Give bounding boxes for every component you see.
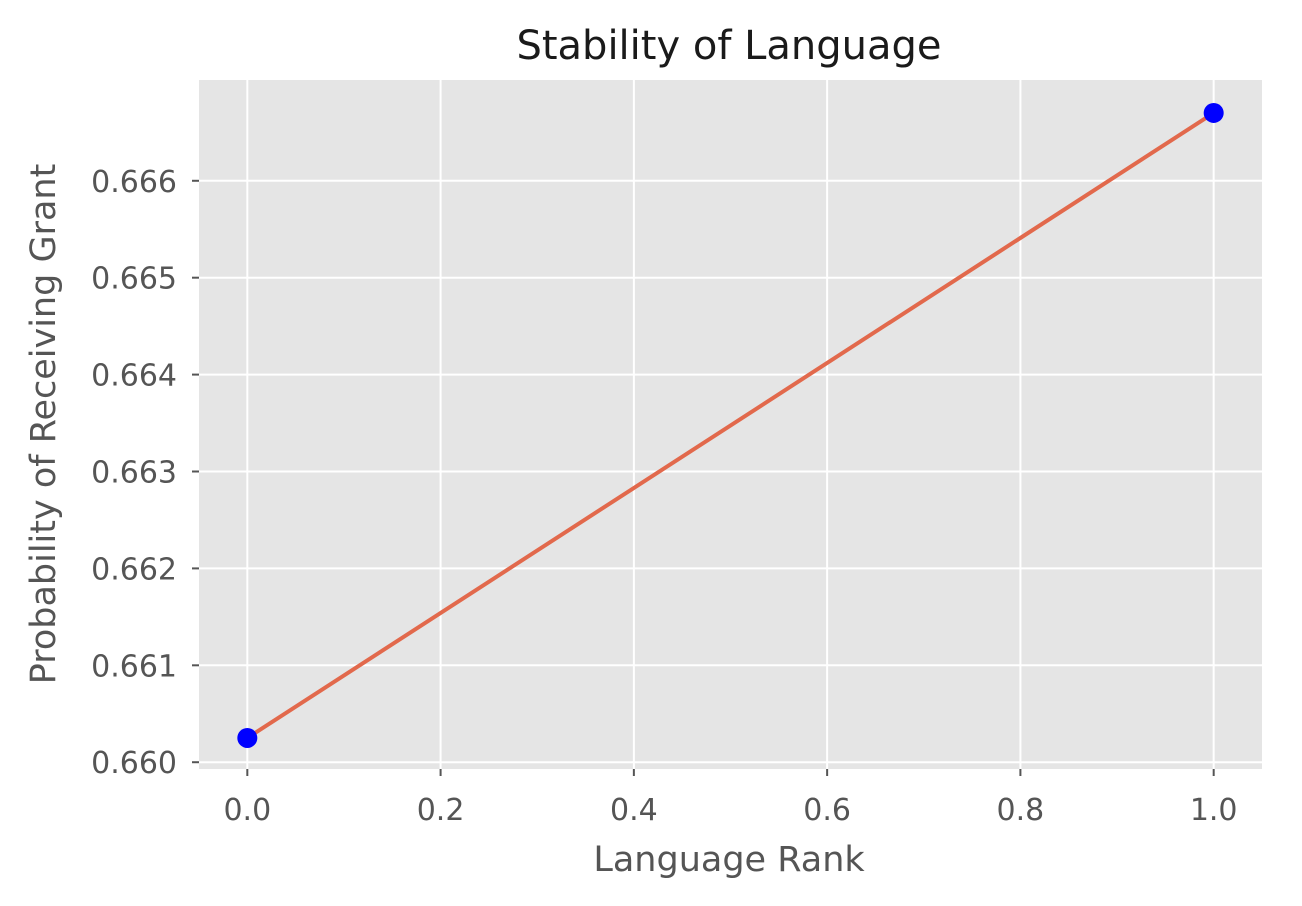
y-tick-label: 0.661	[91, 649, 177, 684]
y-tick-label: 0.663	[91, 455, 177, 490]
x-axis-label: Language Rank	[593, 840, 865, 880]
y-tick-label: 0.664	[91, 359, 177, 394]
x-tick-label: 0.2	[417, 793, 465, 828]
series-points	[237, 102, 1224, 748]
series-lines	[245, 110, 1216, 740]
x-tick-label: 1.0	[1190, 793, 1238, 828]
y-tick-label: 0.666	[91, 165, 177, 200]
y-axis-label: Probability of Receiving Grant	[24, 164, 64, 685]
x-tick-label: 0.8	[997, 793, 1045, 828]
x-tick-label: 0.4	[610, 793, 658, 828]
y-tick-label: 0.665	[91, 262, 177, 297]
data-point	[1203, 102, 1224, 123]
series-line	[245, 110, 1216, 740]
grid	[199, 80, 1262, 769]
data-point	[237, 727, 258, 748]
x-tick-label: 0.0	[223, 793, 271, 828]
x-axis-ticks: 0.0 0.2 0.4 0.6 0.8 1.0	[223, 769, 1238, 828]
y-axis-ticks: 0.660 0.661 0.662 0.663 0.664 0.665 0.666	[91, 165, 199, 781]
y-tick-label: 0.662	[91, 552, 177, 587]
chart-title: Stability of Language	[516, 23, 941, 69]
x-tick-label: 0.6	[803, 793, 851, 828]
y-tick-label: 0.660	[91, 746, 177, 781]
